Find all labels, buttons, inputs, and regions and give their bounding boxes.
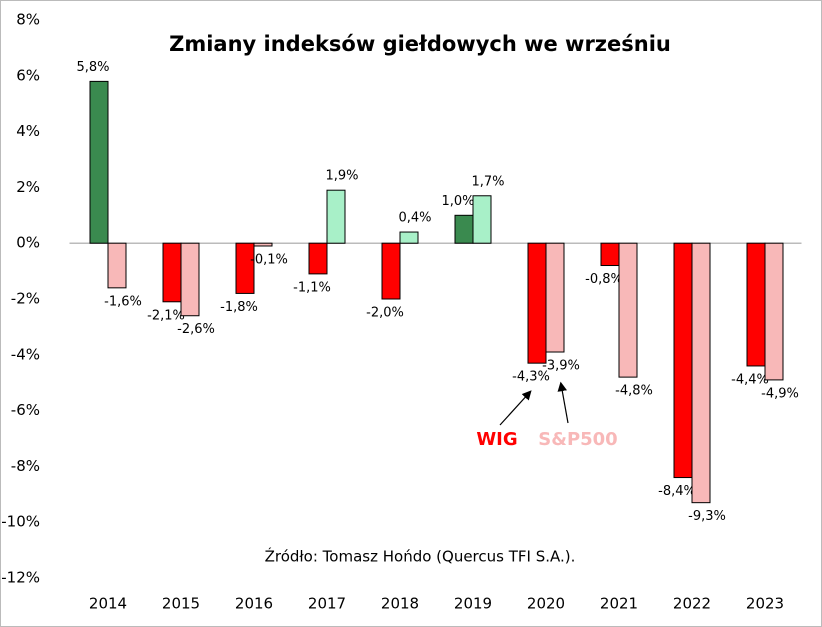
value-label: -4,3% bbox=[512, 370, 550, 385]
y-tick-label: -2% bbox=[11, 290, 40, 308]
value-label: -1,6% bbox=[104, 294, 142, 309]
x-tick-label: 2020 bbox=[527, 595, 565, 613]
value-label: -1,1% bbox=[293, 280, 331, 295]
value-label: 0,4% bbox=[398, 211, 431, 226]
y-tick-label: -8% bbox=[11, 457, 40, 475]
bar bbox=[89, 80, 109, 244]
bar bbox=[673, 242, 693, 479]
y-tick-label: 0% bbox=[16, 234, 40, 252]
bar bbox=[545, 242, 565, 353]
y-tick-label: 8% bbox=[16, 11, 40, 29]
x-tick-label: 2019 bbox=[454, 595, 492, 613]
y-tick-label: -6% bbox=[11, 401, 40, 419]
bar bbox=[454, 214, 474, 244]
bar bbox=[399, 231, 419, 244]
value-label: -8,4% bbox=[658, 484, 696, 499]
bar bbox=[691, 242, 711, 504]
y-tick-label: -4% bbox=[11, 345, 40, 363]
x-tick-label: 2023 bbox=[746, 595, 784, 613]
x-tick-label: 2022 bbox=[673, 595, 711, 613]
bar bbox=[527, 242, 547, 364]
value-label: 5,8% bbox=[76, 60, 109, 75]
y-tick-label: -12% bbox=[1, 569, 40, 587]
x-tick-label: 2021 bbox=[600, 595, 638, 613]
value-label: 1,7% bbox=[471, 174, 504, 189]
y-tick-label: 2% bbox=[16, 178, 40, 196]
y-tick-label: -10% bbox=[1, 513, 40, 531]
x-tick-label: 2015 bbox=[162, 595, 200, 613]
bar bbox=[308, 242, 328, 275]
value-label: -4,9% bbox=[761, 386, 799, 401]
x-tick-label: 2016 bbox=[235, 595, 273, 613]
value-label: -0,8% bbox=[585, 272, 623, 287]
value-label: -3,9% bbox=[542, 359, 580, 374]
source-note: Źródło: Tomasz Hońdo (Quercus TFI S.A.). bbox=[265, 547, 576, 566]
bar bbox=[381, 242, 401, 300]
legend-label: S&P500 bbox=[538, 429, 617, 450]
value-label: -4,8% bbox=[615, 384, 653, 399]
bar bbox=[162, 242, 182, 303]
value-label: 1,0% bbox=[441, 194, 474, 209]
value-label: -1,8% bbox=[220, 300, 258, 315]
legend-arrow bbox=[557, 381, 569, 424]
y-tick-label: 4% bbox=[16, 122, 40, 140]
bar bbox=[326, 189, 346, 244]
bar bbox=[107, 242, 127, 289]
chart-title: Zmiany indeksów giełdowych we wrześniu bbox=[169, 32, 671, 56]
bar bbox=[746, 242, 766, 367]
value-label: -2,1% bbox=[147, 308, 185, 323]
bar bbox=[472, 195, 492, 244]
value-label: -2,6% bbox=[177, 322, 215, 337]
value-label: -4,4% bbox=[731, 372, 769, 387]
legend-arrow bbox=[499, 390, 532, 426]
value-label: -2,0% bbox=[366, 306, 404, 321]
bar bbox=[253, 242, 273, 247]
bar bbox=[618, 242, 638, 378]
bar bbox=[764, 242, 784, 381]
y-tick-label: 6% bbox=[16, 66, 40, 84]
value-label: -9,3% bbox=[688, 509, 726, 524]
bar bbox=[180, 242, 200, 317]
x-tick-label: 2014 bbox=[89, 595, 127, 613]
legend-label: WIG bbox=[476, 429, 517, 450]
value-label: 1,9% bbox=[325, 169, 358, 184]
bar bbox=[235, 242, 255, 294]
x-tick-label: 2017 bbox=[308, 595, 346, 613]
bar bbox=[600, 242, 620, 267]
value-label: -0,1% bbox=[250, 252, 288, 267]
x-tick-label: 2018 bbox=[381, 595, 419, 613]
